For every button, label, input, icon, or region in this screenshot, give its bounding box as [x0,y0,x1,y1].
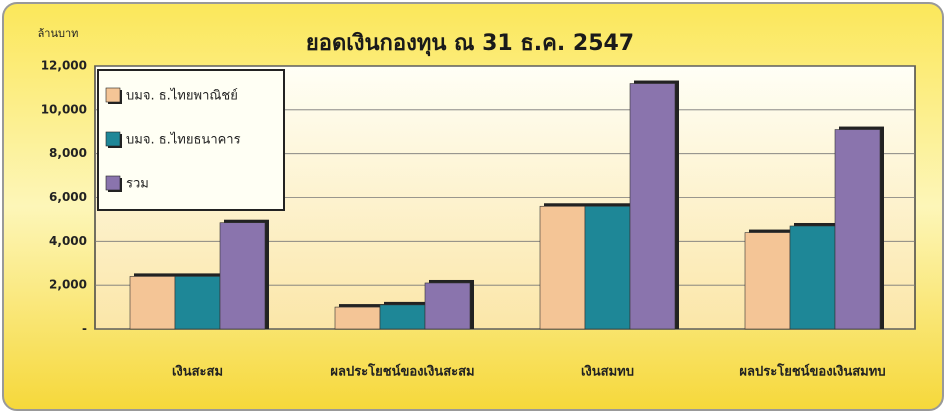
bar [539,205,586,330]
bar [584,205,631,330]
bar [834,129,881,330]
bar [129,276,176,330]
y-tick-label: 4,000 [49,234,87,248]
y-axis-label: ล้านบาท [38,27,79,40]
legend-swatch [105,87,121,103]
bar [424,282,471,330]
legend-label: รวม [126,177,149,192]
y-tick-label: 8,000 [49,146,87,160]
legend-label: บมจ. ธ.ไทยธนาคาร [126,132,241,148]
legend-label: บมจ. ธ.ไทยพาณิชย์ [126,88,238,104]
y-tick-label: 12,000 [41,59,87,73]
bar [379,304,426,330]
bar [744,232,791,330]
y-tick-label: 6,000 [49,190,87,204]
chart-title: ยอดเงินกองทุน ณ 31 ธ.ค. 2547 [306,31,634,57]
x-tick-label: เงินสะสม [172,365,223,380]
bar [219,222,266,330]
bar [334,306,381,330]
y-tick-label: 10,000 [41,102,87,116]
bar [174,276,221,330]
x-tick-label: ผลประโยชน์ของเงินสมทบ [739,363,885,380]
y-tick-label: - [82,322,87,336]
x-tick-label: เงินสมทบ [581,365,634,380]
legend-swatch [105,175,121,191]
bar [789,225,836,330]
y-tick-label: 2,000 [49,278,87,292]
x-tick-label: ผลประโยชน์ของเงินสะสม [330,363,474,380]
legend-swatch [105,131,121,147]
bar [629,83,676,330]
legend-box [97,69,285,211]
